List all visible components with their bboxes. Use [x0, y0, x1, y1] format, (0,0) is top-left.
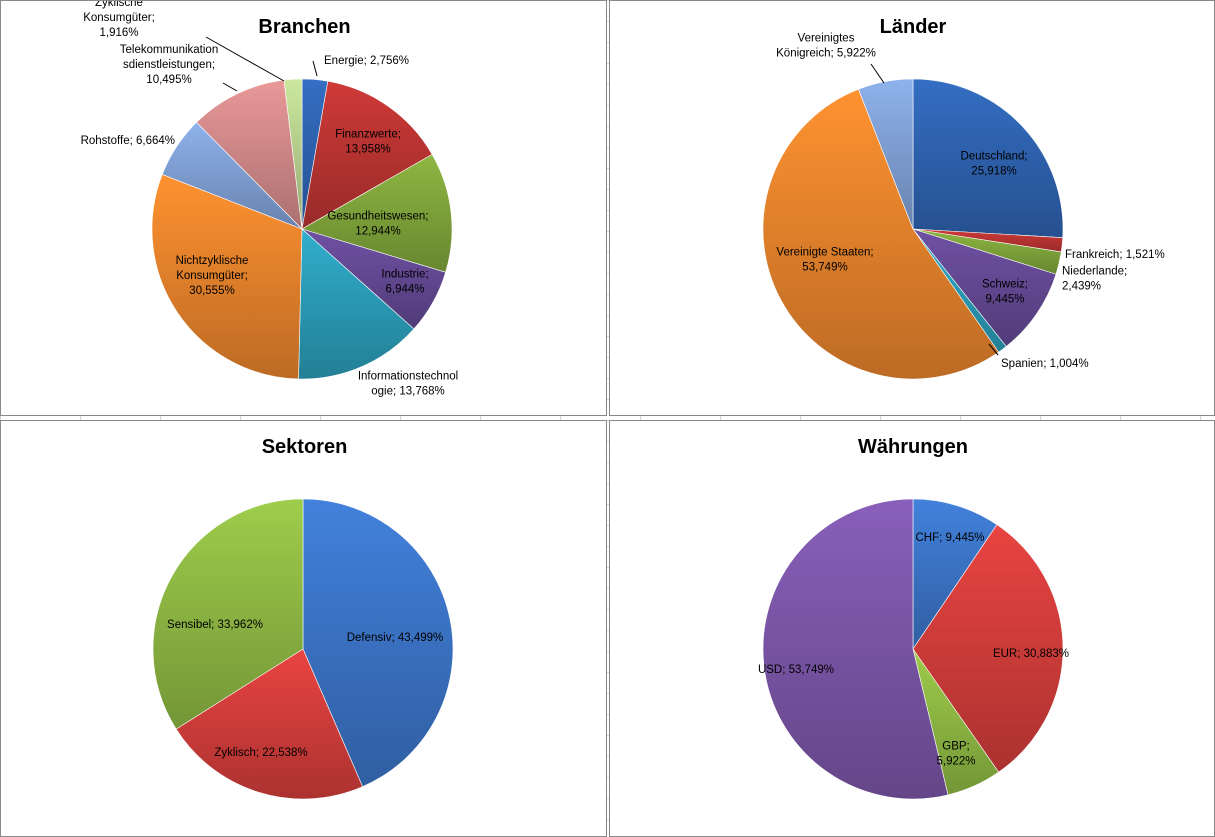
data-label-niederlande: Niederlande; 2,439%	[1062, 266, 1127, 293]
data-label-vereinigte-staaten: Vereinigte Staaten; 53,749%	[776, 247, 873, 274]
data-label-zyklisch: Zyklisch; 22,538%	[214, 747, 307, 759]
chart-branchen[interactable]: Branchen Energie; 2,756% Finanzwerte; 13,95…	[0, 0, 607, 416]
chart-sektoren-svg: Sektoren Defensiv; 43,499% Zyklisch; 22,53…	[152, 436, 454, 800]
pie-slice-usd[interactable]	[762, 498, 949, 800]
pie-slice-deutschland[interactable]	[912, 78, 1064, 238]
data-label-gbp: GBP; 5,922%	[936, 741, 975, 768]
chart-title: Währungen	[858, 436, 968, 458]
leader-line	[312, 60, 318, 77]
data-label-finanzwerte: Finanzwerte; 13,958%	[335, 129, 401, 156]
pie-slice-zyklische-konsumgueter[interactable]	[283, 78, 303, 230]
data-label-gesundheitswesen: Gesundheitswesen; 12,944%	[327, 211, 428, 238]
chart-sektoren[interactable]: Sektoren Defensiv; 43,499% Zyklisch; 22,53…	[0, 420, 607, 837]
data-label-energie: Energie; 2,756%	[324, 55, 409, 67]
pie-slice-zyklisch[interactable]	[175, 648, 363, 800]
data-label-deutschland: Deutschland; 25,918%	[960, 151, 1027, 178]
chart-waehrungen-svg: Währungen CHF; 9,445% EUR; 30,883% GBP; 5,92…	[758, 436, 1069, 800]
data-label-usd: USD; 53,749%	[758, 664, 834, 676]
leader-line	[222, 82, 238, 92]
data-label-industrie: Industrie; 6,944%	[381, 269, 428, 296]
chart-branchen-svg: Branchen Energie; 2,756% Finanzwerte; 13,95…	[81, 1, 459, 398]
data-label-informationstechnol-ogie: Informationstechnol ogie; 13,768%	[358, 371, 458, 398]
pie-slice-informationstechnol-ogie[interactable]	[298, 228, 415, 380]
data-label-sensibel: Sensibel; 33,962%	[167, 619, 263, 631]
pie-slice-defensiv[interactable]	[302, 498, 454, 788]
chart-waehrungen[interactable]: Währungen CHF; 9,445% EUR; 30,883% GBP; 5,92…	[609, 420, 1215, 837]
pie-slice-schweiz[interactable]	[912, 228, 1057, 347]
pie-slice-telekommunikation-sdienstleistungen[interactable]	[196, 79, 303, 230]
pie-slice-chf[interactable]	[912, 498, 998, 650]
data-label-schweiz: Schweiz; 9,445%	[982, 279, 1028, 306]
chart-laender-svg: Länder Deutschland; 25,918% Frankreich; 1,5…	[762, 16, 1165, 380]
pie-slice-eur[interactable]	[912, 524, 1064, 773]
data-label-chf: CHF; 9,445%	[915, 532, 984, 544]
pie-slice-vereinigtes-koenigreich[interactable]	[858, 78, 914, 230]
leader-line	[870, 63, 885, 84]
pie-slice-sensibel[interactable]	[152, 498, 304, 730]
data-label-nichtzyklische-konsumgueter: Nichtzyklische Konsumgüter; 30,555%	[176, 255, 249, 297]
pie-slice-gesundheitswesen[interactable]	[301, 153, 453, 273]
data-label-rohstoffe: Rohstoffe; 6,664%	[81, 135, 175, 147]
data-label-zyklische-konsumgueter: Zyklische Konsumgüter; 1,916%	[83, 1, 155, 39]
leader-line	[205, 36, 285, 82]
chart-title: Länder	[880, 16, 947, 38]
leader-line	[988, 343, 999, 356]
data-label-vereinigtes-koenigreich: Vereinigtes Königreich; 5,922%	[776, 33, 876, 60]
chart-title: Branchen	[258, 16, 350, 38]
pie-slice-finanzwerte[interactable]	[301, 80, 433, 230]
data-label-spanien: Spanien; 1,004%	[1001, 358, 1089, 370]
pie-slice-vereinigte-staaten[interactable]	[762, 88, 1000, 380]
pie-slice-nichtzyklische-konsumgueter[interactable]	[151, 174, 303, 380]
data-label-eur: EUR; 30,883%	[993, 648, 1069, 660]
data-label-frankreich: Frankreich; 1,521%	[1065, 249, 1165, 261]
data-label-telekommunikation-sdienstleistungen: Telekommunikation sdienstleistungen; 10,49…	[120, 44, 218, 86]
data-label-defensiv: Defensiv; 43,499%	[347, 632, 444, 644]
chart-title: Sektoren	[262, 436, 348, 458]
chart-laender[interactable]: Länder Deutschland; 25,918% Frankreich; 1,5…	[609, 0, 1215, 416]
